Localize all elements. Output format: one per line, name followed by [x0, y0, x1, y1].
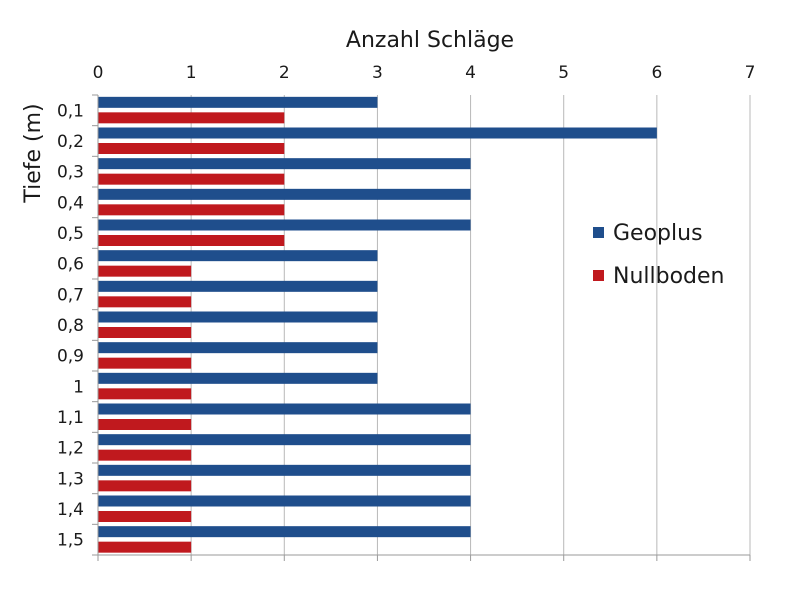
y-tick-label: 0,1 — [57, 101, 84, 121]
legend-label-geoplus: Geoplus — [613, 221, 703, 246]
x-tick-label: 6 — [651, 63, 662, 83]
grid-lines — [92, 94, 751, 561]
x-tick-label: 5 — [558, 63, 569, 83]
legend: Geoplus Nullboden — [593, 221, 725, 289]
bar-nullboden-0-7 — [98, 296, 192, 308]
bar-nullboden-0-1 — [98, 112, 285, 124]
bar-nullboden-0-5 — [98, 235, 285, 246]
y-tick-label: 0,4 — [57, 193, 84, 213]
y-tick-labels: 0,1 0,2 0,3 0,4 0,5 0,6 0,7 0,8 0,9 1 1,1 1,2 1,3 1,4… — [57, 101, 84, 550]
y-tick-label: 0,2 — [57, 132, 84, 152]
x-tick-label: 3 — [372, 63, 383, 83]
axes — [97, 95, 750, 561]
bar-geoplus-0-8 — [98, 311, 378, 323]
bar-geoplus-0-2 — [98, 127, 657, 139]
y-tick-label: 0,8 — [57, 316, 84, 336]
bar-nullboden-1 — [98, 388, 192, 400]
y-tick-label: 1,4 — [57, 500, 84, 520]
y-axis-title: Tiefe (m) — [21, 103, 46, 203]
x-axis-title: Anzahl Schläge — [346, 28, 514, 53]
bar-geoplus-0-6 — [98, 250, 378, 262]
x-tick-label: 0 — [93, 63, 104, 83]
legend-swatch-geoplus — [593, 227, 604, 238]
bar-nullboden-1-1 — [98, 419, 192, 430]
bar-geoplus-0-4 — [98, 188, 471, 200]
y-tick-label: 1 — [73, 377, 84, 397]
y-tick-label: 0,5 — [57, 224, 84, 244]
bar-geoplus-0-7 — [98, 280, 378, 292]
bar-nullboden-0-3 — [98, 173, 285, 185]
y-tick-label: 0,6 — [57, 255, 84, 275]
bar-geoplus-1-4 — [98, 495, 471, 507]
bars — [98, 96, 657, 553]
bar-geoplus-1-3 — [98, 464, 471, 476]
y-tick-label: 0,3 — [57, 163, 84, 183]
y-tick-label: 1,2 — [57, 439, 84, 459]
bar-nullboden-1-4 — [98, 511, 192, 522]
bar-geoplus-0-1 — [98, 96, 378, 108]
bar-nullboden-0-9 — [98, 357, 192, 369]
x-tick-label: 1 — [186, 63, 197, 83]
bar-geoplus-0-5 — [98, 219, 471, 231]
bar-geoplus-1-2 — [98, 434, 471, 446]
legend-swatch-nullboden — [593, 270, 604, 281]
x-tick-labels: 0 1 2 3 4 5 6 7 — [93, 63, 756, 83]
bar-nullboden-0-2 — [98, 143, 285, 154]
bar-nullboden-0-8 — [98, 327, 192, 338]
bar-geoplus-0-9 — [98, 342, 378, 354]
x-tick-label: 7 — [745, 63, 756, 83]
bar-nullboden-0-6 — [98, 265, 192, 277]
x-tick-label: 2 — [279, 63, 290, 83]
y-tick-label: 1,5 — [57, 531, 84, 551]
bar-geoplus-1-5 — [98, 526, 471, 538]
legend-label-nullboden: Nullboden — [613, 264, 725, 289]
bar-nullboden-1-3 — [98, 480, 192, 492]
bar-nullboden-0-4 — [98, 204, 285, 216]
bar-nullboden-1-5 — [98, 541, 192, 553]
y-tick-label: 0,7 — [57, 285, 84, 305]
bar-geoplus-1 — [98, 372, 378, 384]
y-tick-label: 0,9 — [57, 347, 84, 367]
y-tick-label: 1,3 — [57, 469, 84, 489]
bar-nullboden-1-2 — [98, 449, 192, 461]
bar-geoplus-1-1 — [98, 403, 471, 415]
bar-geoplus-0-3 — [98, 158, 471, 170]
y-tick-label: 1,1 — [57, 408, 84, 428]
x-tick-label: 4 — [465, 63, 476, 83]
